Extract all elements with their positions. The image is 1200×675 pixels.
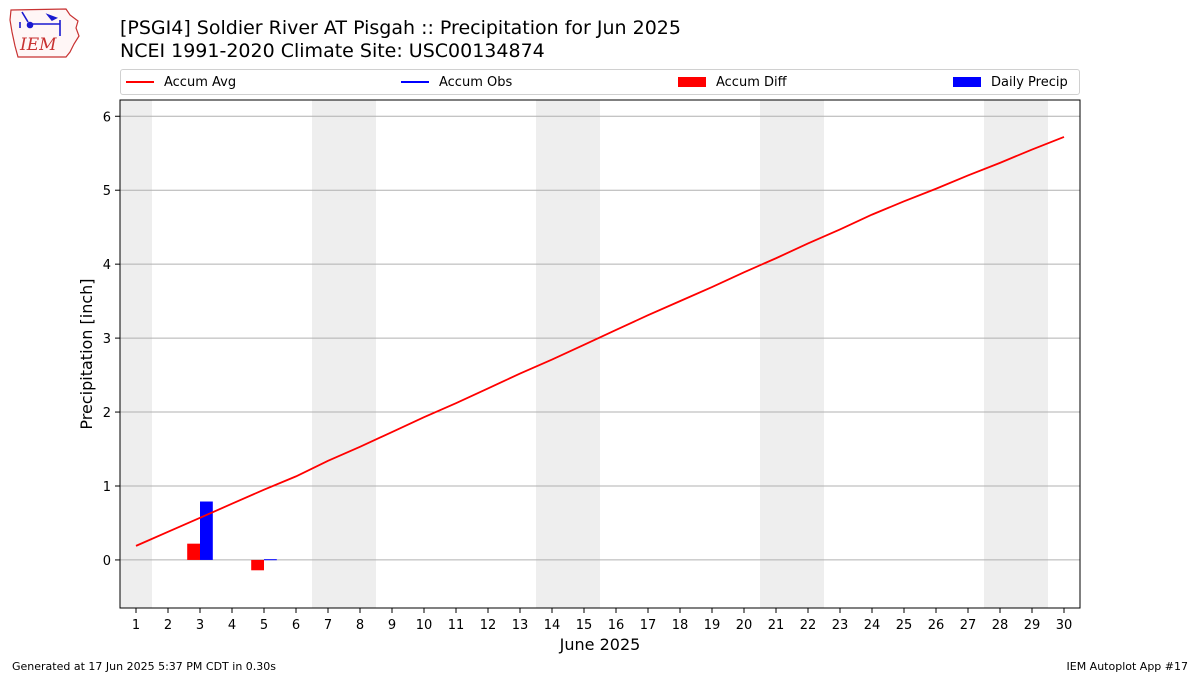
x-tick-label: 7	[324, 618, 332, 633]
y-tick-label: 3	[103, 332, 111, 347]
x-tick-label: 16	[608, 618, 625, 633]
x-tick-label: 19	[704, 618, 721, 633]
x-tick-label: 8	[356, 618, 364, 633]
legend-swatch	[678, 77, 706, 87]
x-tick-label: 2	[164, 618, 172, 633]
x-tick-label: 25	[896, 618, 913, 633]
y-tick-label: 0	[103, 554, 111, 569]
legend-item-daily-precip: Daily Precip	[953, 70, 1068, 94]
legend-label: Accum Diff	[716, 74, 787, 90]
legend-item-accum-obs: Accum Obs	[401, 70, 512, 94]
x-tick-label: 28	[992, 618, 1009, 633]
x-tick-label: 6	[292, 618, 300, 633]
daily-precip-bar	[200, 501, 213, 560]
x-tick-label: 10	[416, 618, 433, 633]
legend-label: Accum Avg	[164, 74, 237, 90]
weekend-band	[792, 100, 824, 608]
x-tick-label: 12	[480, 618, 497, 633]
chart-subtitle: NCEI 1991-2020 Climate Site: USC00134874	[120, 40, 545, 62]
weekend-band	[1016, 100, 1048, 608]
x-tick-label: 21	[768, 618, 785, 633]
y-tick-label: 5	[103, 184, 111, 199]
y-tick-label: 6	[103, 110, 111, 125]
x-tick-label: 14	[544, 618, 561, 633]
plot-frame	[119, 99, 1081, 609]
y-tick-label: 4	[103, 258, 111, 273]
x-tick-label: 11	[448, 618, 465, 633]
legend: Accum Avg Accum Obs Accum Diff Daily Pre…	[120, 69, 1080, 95]
accum-avg-line	[135, 136, 1065, 547]
app-label: IEM Autoplot App #17	[1066, 660, 1189, 673]
legend-label: Accum Obs	[439, 74, 513, 90]
accum-diff-bar	[187, 543, 200, 560]
x-tick-label: 26	[928, 618, 945, 633]
x-tick-label: 4	[228, 618, 236, 633]
logo-text: IEM	[19, 35, 57, 55]
weekend-band	[344, 100, 376, 608]
legend-swatch	[953, 77, 981, 87]
y-axis-label: Precipitation [inch]	[77, 278, 96, 429]
x-tick-label: 18	[672, 618, 689, 633]
x-tick-label: 24	[864, 618, 881, 633]
weekend-band	[984, 100, 1016, 608]
x-tick-label: 27	[960, 618, 977, 633]
x-axis-label: June 2025	[559, 635, 641, 654]
iem-logo: IEM	[9, 8, 80, 58]
generated-timestamp: Generated at 17 Jun 2025 5:37 PM CDT in …	[12, 660, 277, 673]
weekend-band	[120, 100, 152, 608]
legend-swatch	[126, 81, 154, 83]
y-tick-label: 2	[103, 406, 111, 421]
legend-item-accum-avg: Accum Avg	[126, 70, 236, 94]
x-tick-label: 23	[832, 618, 849, 633]
x-tick-label: 9	[388, 618, 396, 633]
weekend-band	[536, 100, 568, 608]
weather-station-icon	[19, 11, 61, 36]
daily-precip-bar	[264, 559, 277, 561]
accum-diff-bar	[251, 559, 264, 571]
x-tick-label: 1	[132, 618, 140, 633]
x-tick-label: 20	[736, 618, 753, 633]
y-tick-label: 1	[103, 480, 111, 495]
weekend-band	[568, 100, 600, 608]
x-tick-label: 3	[196, 618, 204, 633]
legend-swatch	[401, 81, 429, 83]
x-tick-label: 29	[1024, 618, 1041, 633]
x-tick-label: 5	[260, 618, 268, 633]
chart-title: [PSGI4] Soldier River AT Pisgah :: Preci…	[120, 17, 681, 39]
weekend-band	[760, 100, 792, 608]
x-tick-label: 30	[1056, 618, 1073, 633]
weekend-band	[312, 100, 344, 608]
x-tick-label: 13	[512, 618, 529, 633]
legend-item-accum-diff: Accum Diff	[678, 70, 787, 94]
x-tick-label: 22	[800, 618, 817, 633]
x-tick-label: 15	[576, 618, 593, 633]
x-tick-label: 17	[640, 618, 657, 633]
legend-label: Daily Precip	[991, 74, 1068, 90]
